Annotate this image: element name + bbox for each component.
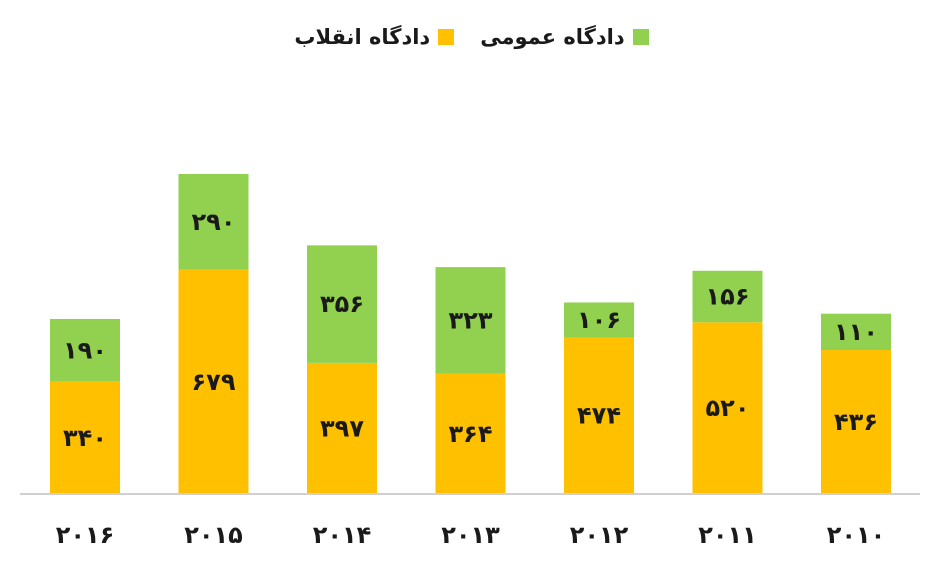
bar-general-1 (178, 174, 249, 270)
bar-general-4 (564, 302, 634, 338)
x-tick-label-1: ۲۰۱۵ (184, 521, 243, 549)
data-label-revolutionary-3: ۳۶۴ (449, 420, 493, 448)
data-label-general-3: ۳۲۳ (449, 306, 493, 334)
x-tick-label-0: ۲۰۱۶ (56, 521, 115, 549)
bars-group: ۳۴۰ ۱۹۰ ۶۷۹ ۲۹۰ ۳۹۷ ۳۵۶ ۳۶۴ ۳۲۳ ۴۷۴ ۱۰۶ ۵۲۰ ۱۵۶ ۴۳۶ ۱… (50, 174, 891, 494)
bar-general-5 (692, 270, 763, 323)
bar-general-6 (821, 313, 891, 351)
data-label-revolutionary-1: ۶۷۹ (192, 368, 236, 396)
data-label-revolutionary-5: ۵۲۰ (706, 394, 750, 422)
bar-general-0 (50, 318, 120, 382)
data-label-revolutionary-2: ۳۹۷ (320, 414, 364, 442)
legend-swatch-general-court (632, 29, 649, 45)
bar-revolutionary-6 (821, 350, 891, 494)
bar-general-2 (307, 245, 377, 363)
legend-item-revolutionary-court: دادگاه انقلاب (294, 25, 455, 49)
data-label-revolutionary-6: ۴۳۶ (834, 408, 878, 436)
data-label-general-4: ۱۰۶ (577, 306, 621, 334)
x-tick-labels: ۲۰۱۶ ۲۰۱۵ ۲۰۱۴ ۲۰۱۳ ۲۰۱۲ ۲۰۱۱ ۲۰۱۰ (56, 521, 886, 549)
data-label-general-1: ۲۹۰ (192, 208, 236, 236)
x-tick-label-3: ۲۰۱۳ (441, 521, 500, 549)
data-label-revolutionary-0: ۳۴۰ (63, 424, 107, 452)
bar-revolutionary-5 (692, 322, 763, 494)
bar-general-3 (435, 267, 506, 374)
x-tick-label-6: ۲۰۱۰ (827, 521, 886, 549)
legend-label-revolutionary-court: دادگاه انقلاب (294, 25, 431, 49)
x-tick-label-4: ۲۰۱۲ (570, 521, 629, 549)
legend-label-general-court: دادگاه عمومی (480, 25, 625, 49)
x-tick-label-2: ۲۰۱۴ (313, 521, 372, 549)
bar-revolutionary-4 (564, 337, 634, 494)
bar-revolutionary-1 (178, 269, 249, 494)
data-label-general-2: ۳۵۶ (320, 290, 364, 318)
data-label-revolutionary-4: ۴۷۴ (577, 402, 621, 430)
bar-revolutionary-3 (435, 373, 506, 494)
legend: دادگاه عمومی دادگاه انقلاب (0, 22, 943, 52)
data-label-general-0: ۱۹۰ (63, 336, 107, 364)
data-label-general-5: ۱۵۶ (706, 283, 750, 311)
legend-swatch-revolutionary-court (438, 29, 455, 45)
legend-item-general-court: دادگاه عمومی (480, 25, 649, 49)
x-tick-label-5: ۲۰۱۱ (698, 521, 757, 549)
bar-revolutionary-2 (307, 362, 377, 494)
data-label-general-6: ۱۱۰ (834, 318, 878, 346)
bar-revolutionary-0 (50, 381, 120, 494)
